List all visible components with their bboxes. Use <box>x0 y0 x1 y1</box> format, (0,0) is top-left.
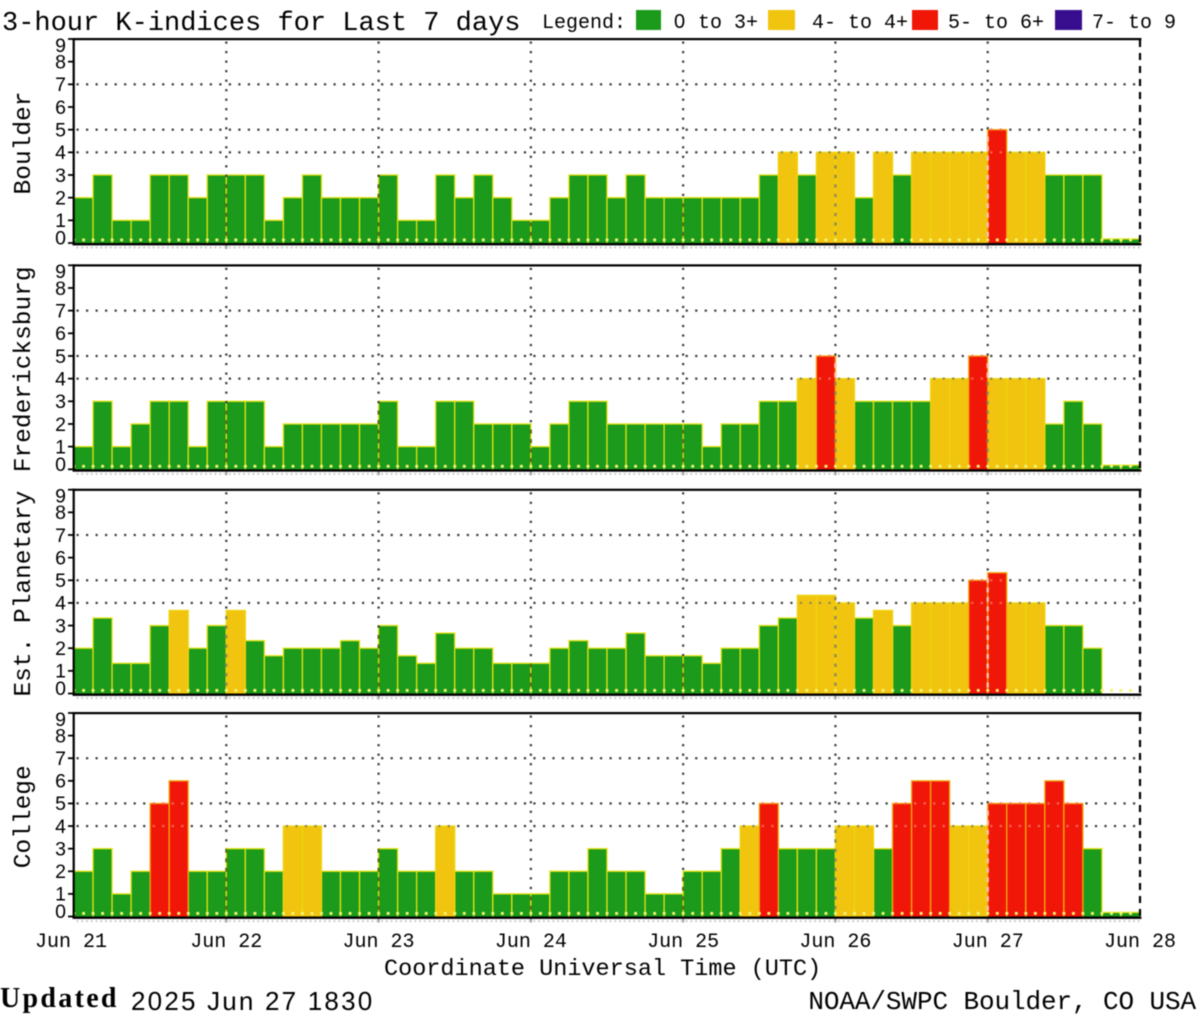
svg-text:Updated: Updated <box>0 983 119 1014</box>
svg-text:Jun 26: Jun 26 <box>799 931 871 954</box>
svg-text:8: 8 <box>55 502 66 524</box>
svg-text:1: 1 <box>55 661 66 683</box>
svg-text:2: 2 <box>55 638 66 660</box>
svg-text:9: 9 <box>55 486 66 508</box>
svg-text:Jun 23: Jun 23 <box>343 931 415 954</box>
svg-text:9: 9 <box>55 35 66 57</box>
svg-text:Fredericksburg: Fredericksburg <box>11 266 38 472</box>
svg-text:8: 8 <box>55 51 66 73</box>
svg-text:6: 6 <box>55 771 66 793</box>
svg-text:Est. Planetary: Est. Planetary <box>11 491 38 697</box>
svg-text:9: 9 <box>55 709 66 731</box>
svg-text:0: 0 <box>674 11 685 33</box>
svg-text:5- to 6+: 5- to 6+ <box>948 12 1044 35</box>
svg-text:7: 7 <box>55 300 66 322</box>
svg-text:Boulder: Boulder <box>11 92 38 195</box>
svg-text:3: 3 <box>55 165 66 187</box>
svg-text:Jun 28: Jun 28 <box>1104 931 1176 954</box>
svg-text:4: 4 <box>55 816 66 838</box>
svg-text:1: 1 <box>55 436 66 458</box>
svg-text:7: 7 <box>55 74 66 96</box>
svg-text:Jun 25: Jun 25 <box>647 931 719 954</box>
svg-text:4- to 4+: 4- to 4+ <box>812 12 908 35</box>
svg-text:2: 2 <box>55 187 66 209</box>
svg-text:Legend:: Legend: <box>542 12 626 35</box>
svg-text:3: 3 <box>55 615 66 637</box>
svg-text:1: 1 <box>55 210 66 232</box>
svg-text:2: 2 <box>55 861 66 883</box>
svg-text:College: College <box>11 765 38 868</box>
svg-text:6: 6 <box>55 97 66 119</box>
svg-text:NOAA/SWPC Boulder, CO USA: NOAA/SWPC Boulder, CO USA <box>808 987 1196 1017</box>
svg-text:7: 7 <box>55 748 66 770</box>
svg-text:9: 9 <box>55 261 66 283</box>
svg-text:5: 5 <box>55 570 66 592</box>
svg-text:0: 0 <box>55 228 66 250</box>
svg-text:Jun 24: Jun 24 <box>495 931 567 954</box>
svg-text:6: 6 <box>55 323 66 345</box>
svg-text:3: 3 <box>55 838 66 860</box>
svg-text:2: 2 <box>55 414 66 436</box>
svg-text:7- to 9: 7- to 9 <box>1092 12 1176 35</box>
svg-text:4: 4 <box>55 142 66 164</box>
svg-text:Jun 22: Jun 22 <box>190 931 262 954</box>
svg-text:to 3+: to 3+ <box>698 12 758 35</box>
svg-text:4: 4 <box>55 368 66 390</box>
svg-text:0: 0 <box>55 901 66 923</box>
svg-text:5: 5 <box>55 793 66 815</box>
svg-text:8: 8 <box>55 725 66 747</box>
svg-text:5: 5 <box>55 346 66 368</box>
svg-text:2025 Jun 27 1830: 2025 Jun 27 1830 <box>131 986 374 1016</box>
svg-text:Jun 21: Jun 21 <box>35 931 107 954</box>
svg-text:0: 0 <box>55 678 66 700</box>
svg-text:3: 3 <box>55 391 66 413</box>
svg-text:Jun 27: Jun 27 <box>952 931 1024 954</box>
svg-text:5: 5 <box>55 119 66 141</box>
svg-text:1: 1 <box>55 884 66 906</box>
svg-text:6: 6 <box>55 547 66 569</box>
svg-text:4: 4 <box>55 593 66 615</box>
svg-text:8: 8 <box>55 278 66 300</box>
svg-text:3-hour K-indices for Last 7 da: 3-hour K-indices for Last 7 days <box>2 9 520 39</box>
svg-text:Coordinate Universal Time (UTC: Coordinate Universal Time (UTC) <box>384 956 821 983</box>
svg-text:7: 7 <box>55 525 66 547</box>
svg-text:0: 0 <box>55 454 66 476</box>
